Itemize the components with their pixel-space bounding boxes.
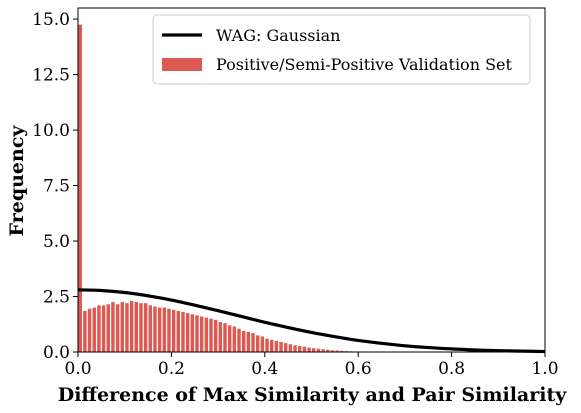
histogram-bar	[316, 348, 321, 352]
histogram-bar	[330, 350, 335, 352]
histogram-bar	[218, 322, 223, 352]
histogram-bar	[125, 303, 129, 352]
legend-label-gaussian: WAG: Gaussian	[216, 26, 340, 45]
x-tick-label: 0.4	[251, 359, 278, 379]
histogram-bar	[199, 316, 204, 352]
legend-box	[152, 14, 531, 85]
plot-frame	[77, 7, 546, 353]
histogram-bar	[176, 310, 181, 352]
histogram-bar	[274, 340, 279, 352]
histogram-bar	[246, 332, 251, 352]
histogram-bar	[190, 314, 195, 352]
histogram-bar	[92, 307, 96, 352]
histogram-bar	[157, 307, 162, 352]
histogram-bar	[237, 328, 241, 352]
histogram-bar	[297, 346, 302, 352]
histogram-bar	[143, 303, 148, 352]
gaussian-curve	[77, 288, 546, 354]
histogram-bar	[335, 350, 339, 352]
histogram-bar	[148, 305, 153, 352]
legend: WAG: Gaussian Positive/Semi-Positive Val…	[152, 14, 531, 85]
histogram-bar	[78, 24, 82, 352]
x-tick-label: 0.2	[158, 359, 185, 379]
x-tick-label: 1.0	[531, 359, 558, 379]
histogram-bar	[302, 346, 307, 352]
histogram-bar	[312, 348, 316, 352]
histogram-bar	[185, 313, 190, 352]
legend-bar-swatch	[162, 58, 202, 71]
histogram-bar	[326, 349, 330, 352]
histogram-bar	[279, 342, 283, 352]
histogram-bar	[204, 317, 209, 352]
histogram-bar	[265, 338, 269, 352]
histogram-bar	[181, 312, 185, 352]
histogram-bar	[340, 350, 344, 352]
histogram-bar	[213, 319, 218, 352]
y-tick-label: 15.0	[32, 10, 70, 30]
histogram-bar	[134, 302, 139, 352]
histogram-bar	[209, 318, 213, 352]
histogram-bar	[106, 304, 110, 352]
x-tick-label: 0.8	[438, 359, 465, 379]
histogram-bar	[232, 326, 237, 352]
y-tick-label: 2.5	[43, 288, 70, 308]
histogram-bar	[283, 343, 288, 352]
x-tick-label: 0.0	[64, 359, 91, 379]
y-axis-ticks: 0.0 2.5 5.0 7.5 10.0 12.5 15.0	[32, 10, 78, 363]
histogram-bar	[120, 302, 124, 352]
y-axis-label: Frequency	[6, 125, 28, 237]
histogram-bar	[139, 303, 143, 352]
histogram-bar	[153, 306, 157, 352]
y-tick-label: 5.0	[43, 232, 70, 252]
histogram-bar	[241, 330, 246, 352]
histogram-bar	[269, 339, 274, 352]
histogram-bar	[162, 307, 167, 352]
histogram-bar	[251, 333, 255, 352]
histogram-bar	[83, 310, 87, 352]
histogram-bar	[307, 347, 311, 352]
histogram-bar	[129, 300, 134, 352]
histogram-bar	[101, 305, 106, 352]
histogram-bar	[255, 335, 260, 352]
histogram-bar	[111, 302, 115, 352]
histogram-bar	[227, 325, 232, 352]
histogram-bar	[115, 304, 120, 352]
histogram-bar	[288, 344, 293, 352]
histogram-bar	[293, 345, 297, 352]
x-axis-label: Difference of Max Similarity and Pair Si…	[58, 384, 568, 406]
histogram-bar	[167, 308, 171, 352]
histogram-bar	[223, 323, 227, 352]
legend-label-validation-set: Positive/Semi-Positive Validation Set	[216, 55, 513, 74]
y-tick-label: 0.0	[43, 343, 70, 363]
y-tick-label: 10.0	[32, 121, 70, 141]
histogram-bar	[171, 309, 176, 352]
histogram-bar	[195, 315, 199, 352]
histogram-bar	[97, 305, 101, 352]
x-axis-ticks: 0.0 0.2 0.4 0.6 0.8 1.0	[64, 352, 559, 379]
x-tick-label: 0.6	[345, 359, 372, 379]
histogram-bar	[321, 349, 325, 352]
histogram-bar	[87, 308, 92, 352]
y-tick-label: 12.5	[32, 66, 70, 86]
histogram-bars	[78, 24, 358, 352]
histogram-bar	[260, 336, 265, 352]
y-tick-label: 7.5	[43, 177, 70, 197]
